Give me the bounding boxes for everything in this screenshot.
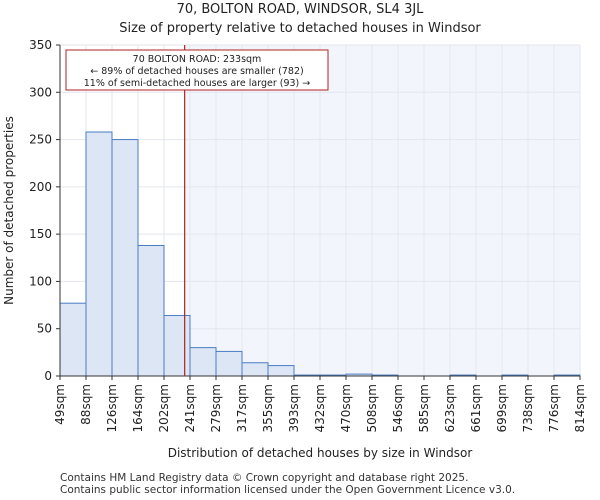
chart-title: 70, BOLTON ROAD, WINDSOR, SL4 3JL (176, 2, 424, 17)
x-tick-label: 317sqm (235, 384, 249, 432)
x-tick-label: 164sqm (131, 384, 145, 432)
x-tick-label: 432sqm (313, 384, 327, 432)
y-tick-label: 350 (29, 38, 52, 52)
x-axis-label: Distribution of detached houses by size … (168, 446, 473, 460)
y-tick-label: 200 (29, 180, 52, 194)
x-tick-label: 88sqm (79, 384, 93, 425)
x-tick-label: 241sqm (183, 384, 197, 432)
x-tick-label: 279sqm (209, 384, 223, 432)
footer-licence: Contains public sector information licen… (60, 484, 516, 496)
y-tick-label: 150 (29, 227, 52, 241)
histogram-bar (189, 347, 217, 377)
x-tick-label: 470sqm (339, 384, 353, 432)
highlight-region (184, 45, 580, 376)
y-axis-label: Number of detached properties (2, 116, 16, 305)
y-tick-label: 250 (29, 133, 52, 147)
x-tick-label: 699sqm (495, 384, 509, 432)
chart-subtitle: Size of property relative to detached ho… (119, 21, 481, 36)
annotation-line-3: 11% of semi-detached houses are larger (… (84, 78, 311, 89)
footer-copyright: Contains HM Land Registry data © Crown c… (60, 472, 469, 484)
x-tick-label: 623sqm (443, 384, 457, 432)
x-tick-label: 355sqm (261, 384, 275, 432)
histogram-bar (163, 314, 191, 377)
x-tick-label: 814sqm (573, 384, 587, 432)
x-tick-label: 202sqm (157, 384, 171, 432)
annotation-line-2: ← 89% of detached houses are smaller (78… (90, 66, 303, 77)
annotation-box (65, 49, 329, 91)
histogram-bar (137, 244, 165, 377)
y-tick-label: 0 (44, 369, 52, 383)
x-tick-label: 508sqm (365, 384, 379, 432)
histogram-bar (267, 365, 295, 377)
histogram-bar (111, 139, 139, 377)
x-tick-label: 546sqm (391, 384, 405, 432)
x-tick-label: 393sqm (287, 384, 301, 432)
x-tick-label: 738sqm (521, 384, 535, 432)
histogram-bar (241, 362, 269, 377)
x-tick-label: 49sqm (53, 384, 67, 425)
x-tick-label: 126sqm (105, 384, 119, 432)
y-tick-label: 100 (29, 274, 52, 288)
histogram-bar (85, 131, 113, 377)
histogram-bar (59, 302, 87, 377)
histogram-bar (215, 350, 243, 377)
x-tick-label: 585sqm (417, 384, 431, 432)
x-tick-label: 661sqm (469, 384, 483, 432)
annotation-line-1: 70 BOLTON ROAD: 233sqm (133, 54, 262, 65)
x-tick-label: 776sqm (547, 384, 561, 432)
y-tick-label: 300 (29, 85, 52, 99)
y-tick-label: 50 (37, 322, 52, 336)
